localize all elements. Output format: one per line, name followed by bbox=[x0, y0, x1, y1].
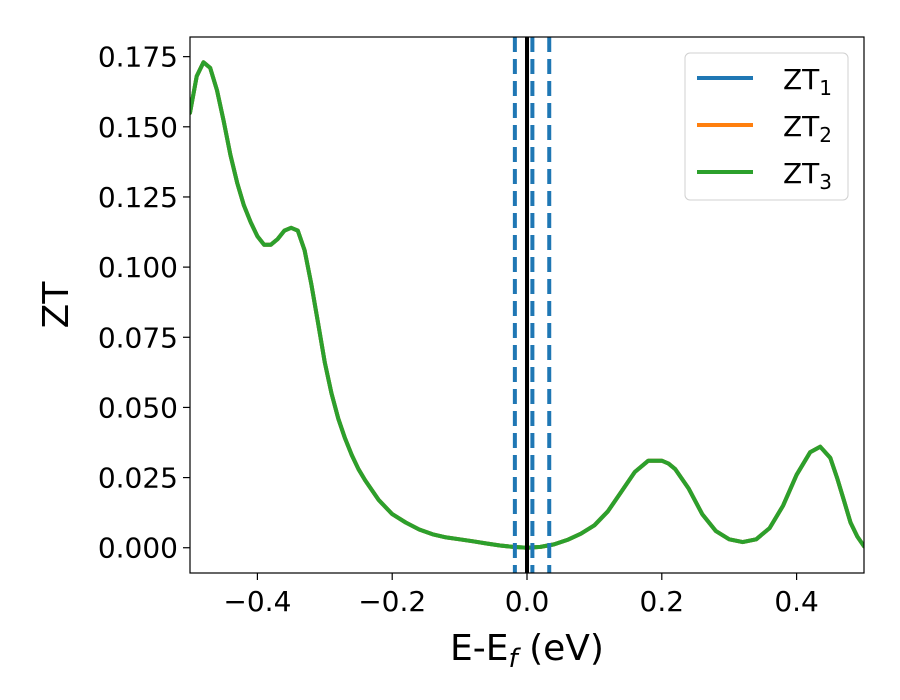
legend-entry-name: ZT bbox=[783, 63, 820, 96]
x-axis: −0.4 −0.2 0.0 0.2 0.4 bbox=[223, 573, 819, 618]
y-tick-label: 0.075 bbox=[98, 321, 178, 354]
y-tick-label: 0.175 bbox=[98, 41, 178, 74]
legend-entry-name: ZT bbox=[783, 157, 820, 190]
plot-area bbox=[190, 37, 864, 573]
x-tick-label: 0.4 bbox=[774, 585, 819, 618]
x-axis-label-main: E-E bbox=[450, 628, 508, 669]
y-tick-label: 0.100 bbox=[98, 251, 178, 284]
y-axis: 0.000 0.025 0.050 0.075 0.100 0.125 0.150 0.175 bbox=[98, 41, 190, 565]
legend-entry-subscript: 1 bbox=[819, 76, 832, 100]
x-tick-label: −0.4 bbox=[223, 585, 291, 618]
y-tick-label: 0.000 bbox=[98, 532, 178, 565]
legend-box bbox=[684, 52, 849, 201]
y-tick-label: 0.025 bbox=[98, 462, 178, 495]
y-tick-label: 0.150 bbox=[98, 111, 178, 144]
legend-entry-zt1: ZT1 bbox=[783, 63, 832, 100]
legend-entry-zt2: ZT2 bbox=[783, 110, 832, 147]
legend-entry-zt3: ZT3 bbox=[783, 157, 832, 194]
x-tick-label: 0.2 bbox=[640, 585, 685, 618]
series-line-zt3 bbox=[190, 60, 864, 550]
legend-entry-name: ZT bbox=[783, 110, 820, 143]
x-tick-label: −0.2 bbox=[358, 585, 426, 618]
y-tick-label: 0.125 bbox=[98, 181, 178, 214]
x-axis-label: E-Ef (eV) bbox=[450, 628, 604, 674]
x-axis-label-unit: (eV) bbox=[518, 628, 604, 669]
y-tick-label: 0.050 bbox=[98, 391, 178, 424]
y-axis-label: ZT bbox=[36, 281, 77, 329]
x-tick-label: 0.0 bbox=[505, 585, 550, 618]
legend-entry-subscript: 3 bbox=[819, 170, 832, 194]
legend-entry-subscript: 2 bbox=[819, 123, 832, 147]
